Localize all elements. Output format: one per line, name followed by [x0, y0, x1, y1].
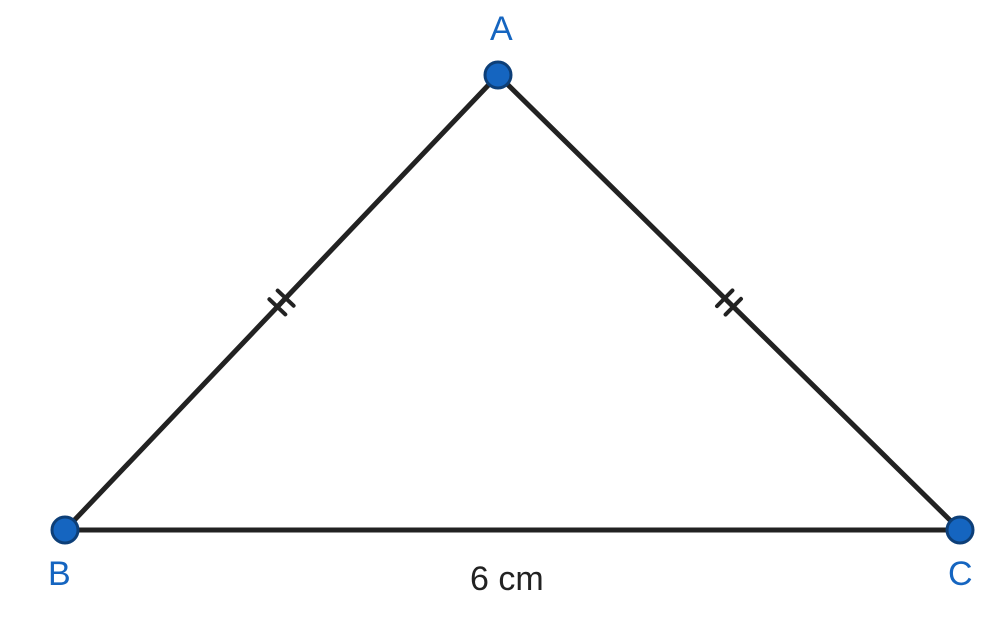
vertex-point-c: [947, 517, 973, 543]
vertex-label-a: A: [490, 10, 513, 48]
vertex-label-c: C: [948, 555, 973, 593]
tick-marks: [269, 290, 741, 314]
vertex-point-a: [485, 62, 511, 88]
vertices: [52, 62, 973, 543]
triangle-diagram: A B C 6 cm: [0, 0, 995, 632]
vertex-label-b: B: [48, 555, 71, 593]
edges: [65, 75, 960, 530]
edge-ac: [498, 75, 960, 530]
dimension-label-bc: 6 cm: [470, 560, 544, 598]
vertex-point-b: [52, 517, 78, 543]
edge-ab: [65, 75, 498, 530]
